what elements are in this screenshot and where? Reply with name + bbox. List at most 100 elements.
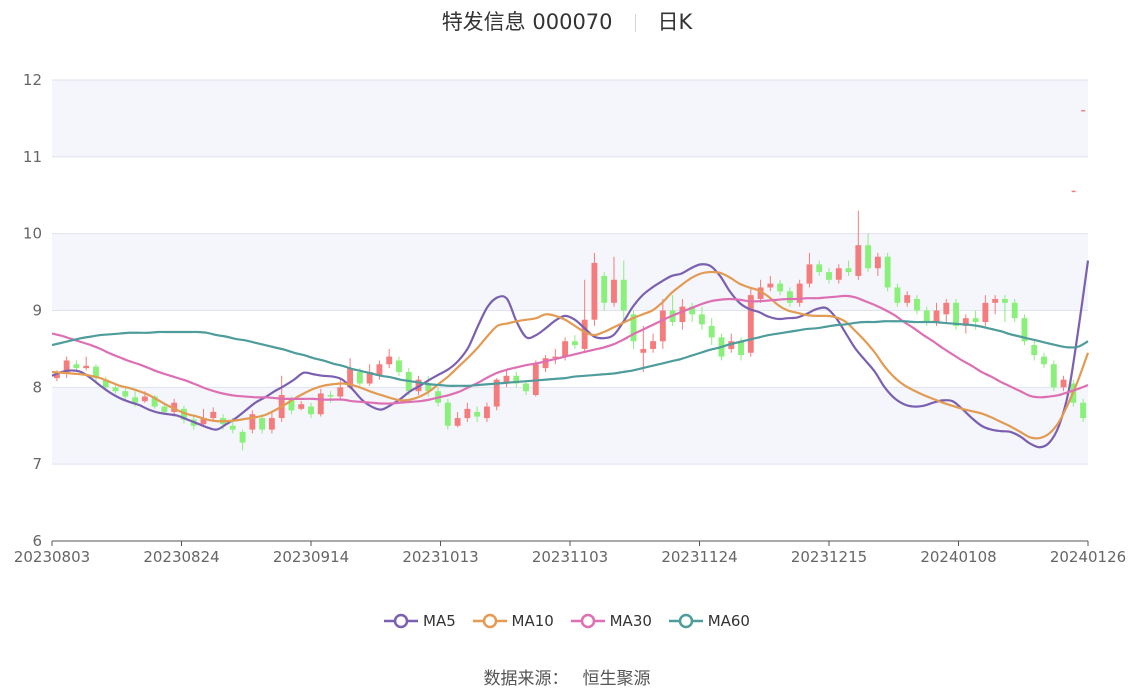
chart-legend: MA5 MA10 MA30 MA60 — [0, 612, 1134, 633]
candle-body — [288, 398, 295, 411]
x-tick-label: 20240108 — [920, 548, 996, 566]
candle-body — [141, 396, 148, 402]
candle-body — [796, 283, 803, 303]
candle-body — [738, 341, 744, 356]
candle-body — [464, 408, 471, 419]
candle-body — [562, 341, 569, 357]
legend-item-ma5[interactable]: MA5 — [384, 612, 456, 630]
legend-item-ma60[interactable]: MA60 — [668, 612, 750, 630]
candle-body — [845, 268, 852, 273]
candle-body — [327, 395, 334, 397]
ma-line-ma10 — [51, 270, 1090, 440]
candle-body — [747, 295, 754, 353]
candle-body — [337, 387, 344, 397]
grid-band — [52, 80, 1088, 157]
ma-line-ma5 — [51, 260, 1090, 449]
candle-body — [777, 283, 784, 292]
candle-body — [112, 387, 119, 392]
legend-label-ma10: MA10 — [511, 612, 554, 630]
candle-body — [982, 302, 989, 323]
x-tick-label: 20231215 — [791, 548, 867, 566]
y-tick-label: 12 — [23, 71, 42, 89]
legend-label-ma60: MA60 — [707, 612, 750, 630]
legend-item-ma30[interactable]: MA30 — [570, 612, 652, 630]
y-tick-label: 8 — [32, 378, 42, 396]
x-tick-label: 20231124 — [661, 548, 737, 566]
candle-body — [1050, 364, 1057, 388]
y-tick-label: 7 — [32, 455, 42, 473]
kline-chart: 6 7 8 9 10 11 12 20230803 20230824 20230914 202310… — [14, 71, 1126, 566]
candle-body — [816, 264, 823, 273]
x-tick-label: 20231013 — [402, 548, 478, 566]
candle-body — [1060, 379, 1067, 388]
candle-body — [962, 318, 969, 326]
candle-body — [826, 272, 832, 280]
candle-body — [865, 245, 872, 269]
candle-body — [425, 383, 432, 392]
candle-body — [884, 256, 891, 288]
x-tick-label: 20230803 — [14, 548, 90, 566]
candle-body — [83, 365, 90, 369]
candle-body — [268, 418, 275, 430]
candle-body — [571, 341, 578, 346]
candle-body — [904, 295, 911, 303]
candle-body — [122, 391, 129, 397]
candle-body — [757, 287, 764, 299]
candle-body — [1041, 356, 1047, 365]
candle-body — [308, 406, 314, 415]
candle-body — [1080, 402, 1087, 419]
candle-body — [1021, 318, 1028, 342]
candle-body — [366, 371, 373, 384]
candle-body — [581, 319, 588, 349]
candle-body — [650, 341, 657, 349]
y-tick-label: 9 — [32, 302, 42, 320]
chart-title: 特发信息 000070 日K — [0, 6, 1134, 38]
candle-body — [444, 402, 451, 426]
candle-body — [454, 418, 461, 426]
candle-body — [601, 275, 608, 303]
candle-body — [259, 418, 266, 430]
candle-body — [386, 356, 393, 365]
candle-body — [659, 310, 666, 342]
candle-body — [835, 268, 842, 280]
candle-body — [474, 411, 481, 417]
ma60-legend-icon — [668, 613, 703, 629]
candle-body — [181, 408, 187, 420]
candle-body — [210, 411, 217, 419]
candle-body — [73, 364, 80, 369]
candle-body — [914, 298, 920, 311]
candle-body — [620, 279, 627, 311]
candle-body — [1001, 298, 1008, 303]
candle-body — [689, 306, 696, 315]
candle-body — [591, 262, 598, 320]
candle-body — [53, 373, 60, 379]
candle-body — [552, 356, 559, 359]
candle-body — [493, 379, 500, 407]
legend-label-ma30: MA30 — [609, 612, 652, 630]
candle-body — [376, 364, 383, 376]
y-tick-label: 10 — [23, 225, 42, 243]
candle-body — [972, 318, 979, 323]
candle-body — [542, 358, 549, 369]
candle-body — [396, 360, 402, 372]
candle-body — [249, 414, 256, 430]
candle-body — [699, 314, 705, 325]
y-tick-label: 11 — [23, 148, 42, 166]
candle-body — [894, 287, 901, 303]
candle-body — [728, 341, 735, 349]
x-tick-label: 20230914 — [273, 548, 349, 566]
candle-body — [630, 314, 637, 342]
candle-body — [513, 375, 520, 384]
candle-body — [679, 306, 686, 323]
ma5-legend-icon — [384, 613, 418, 629]
candle-body — [640, 348, 647, 353]
candle-body — [347, 368, 354, 388]
legend-item-ma10[interactable]: MA10 — [472, 612, 554, 630]
candle-body — [767, 283, 774, 288]
period-label: 日K — [657, 10, 693, 34]
candle-body — [523, 383, 529, 392]
candle-body — [943, 302, 950, 315]
candle-body — [298, 404, 305, 409]
candle-body — [503, 375, 510, 384]
candle-body — [317, 393, 324, 415]
